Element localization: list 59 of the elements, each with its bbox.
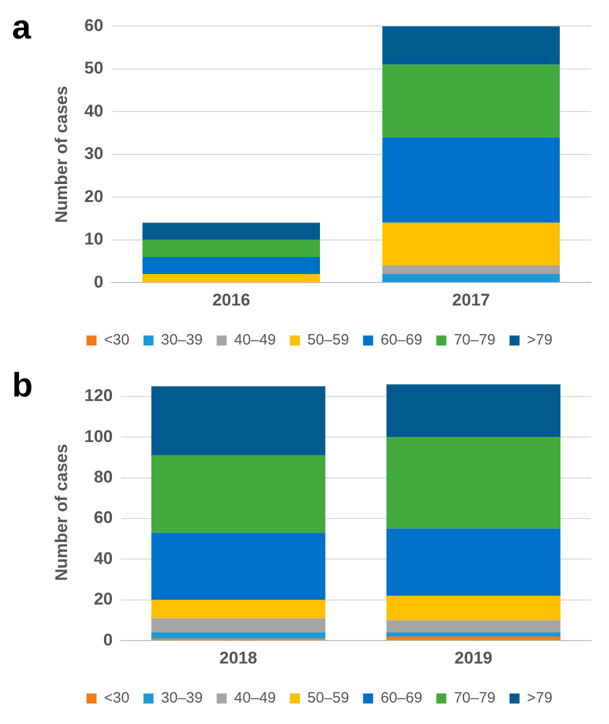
legend-label: 60–69 bbox=[380, 690, 422, 707]
bar bbox=[142, 256, 320, 274]
legend-label: 30–39 bbox=[160, 690, 203, 707]
x-tick-label: 2019 bbox=[454, 648, 492, 668]
y-tick-label: 50 bbox=[84, 58, 104, 78]
y-tick-label: 60 bbox=[94, 508, 113, 528]
legend-label: >79 bbox=[527, 690, 552, 707]
x-tick-label: 2016 bbox=[212, 290, 250, 310]
bar bbox=[382, 222, 560, 266]
bar bbox=[151, 600, 326, 618]
y-tick-label: 120 bbox=[84, 386, 113, 406]
y-axis-title: Number of cases bbox=[52, 86, 71, 223]
y-tick-label: 0 bbox=[103, 630, 113, 650]
bar bbox=[151, 632, 326, 639]
chart-title: a bbox=[12, 8, 32, 46]
bar bbox=[382, 274, 560, 282]
bar bbox=[142, 240, 320, 257]
x-tick-label: 2017 bbox=[452, 290, 490, 310]
bar bbox=[382, 266, 560, 274]
y-tick-label: 0 bbox=[94, 272, 104, 292]
y-tick-label: 20 bbox=[84, 186, 104, 206]
chart-title: b bbox=[12, 366, 33, 404]
bar bbox=[382, 137, 560, 223]
legend-label: <30 bbox=[104, 332, 130, 349]
bar bbox=[382, 26, 560, 65]
legend-label: 70–79 bbox=[454, 690, 496, 707]
bar bbox=[382, 64, 560, 138]
y-tick-label: 30 bbox=[84, 144, 104, 164]
bar bbox=[386, 528, 560, 596]
bar bbox=[386, 596, 560, 620]
bar bbox=[142, 274, 320, 282]
x-tick-label: 2018 bbox=[219, 648, 258, 668]
y-tick-label: 60 bbox=[84, 16, 104, 35]
y-tick-label: 20 bbox=[94, 590, 113, 609]
legend-label: 50–59 bbox=[307, 690, 350, 707]
y-tick-label: 80 bbox=[94, 467, 113, 486]
bar bbox=[386, 620, 560, 632]
y-tick-label: 40 bbox=[94, 548, 113, 568]
bar bbox=[151, 386, 326, 456]
legend-label: 50–59 bbox=[307, 332, 350, 349]
bar bbox=[386, 437, 560, 529]
legend-label: 70–79 bbox=[454, 332, 496, 349]
bar bbox=[386, 632, 560, 637]
bar bbox=[151, 455, 326, 533]
y-tick-label: 10 bbox=[84, 230, 104, 249]
bar bbox=[386, 636, 560, 640]
y-tick-label: 100 bbox=[84, 426, 113, 446]
bar bbox=[151, 618, 326, 632]
bar bbox=[142, 222, 320, 240]
y-tick-label: 40 bbox=[84, 101, 104, 120]
legend-label: >79 bbox=[527, 332, 552, 349]
y-axis-title: Number of cases bbox=[52, 444, 71, 581]
legend-label: <30 bbox=[104, 690, 130, 707]
legend-label: 30–39 bbox=[160, 332, 203, 349]
legend-label: 60–69 bbox=[380, 332, 422, 349]
bar bbox=[151, 532, 326, 600]
legend-label: 40–49 bbox=[234, 690, 276, 707]
bar bbox=[386, 384, 560, 438]
legend-label: 40–49 bbox=[234, 332, 276, 349]
